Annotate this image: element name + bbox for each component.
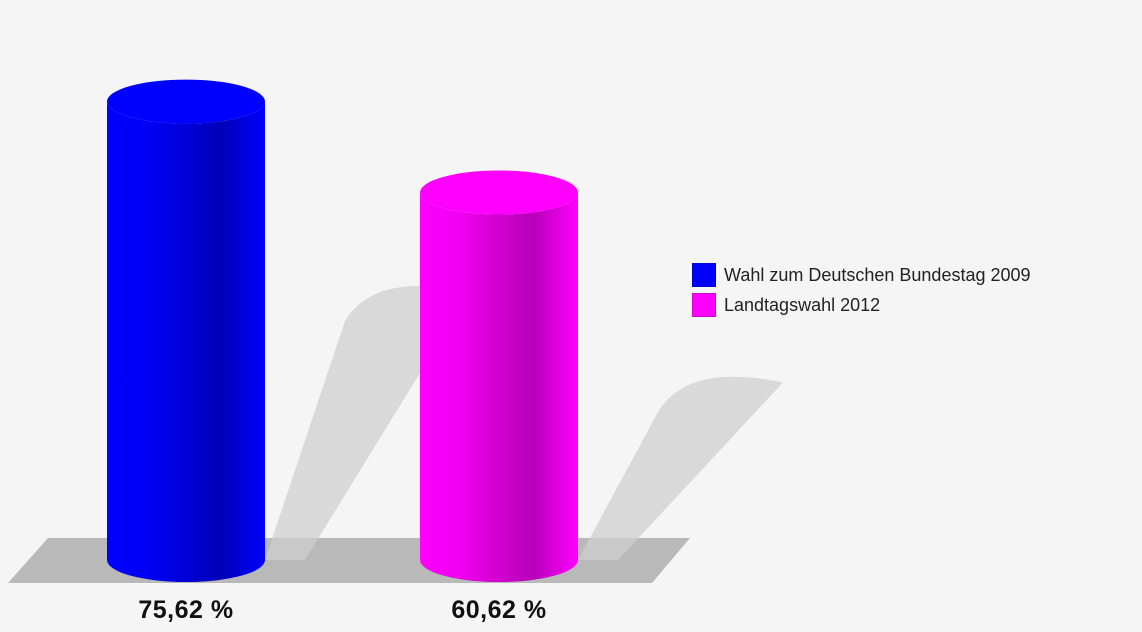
bar-shadow	[265, 285, 470, 560]
bar-cylinder-top	[107, 79, 265, 124]
bar-shadow	[578, 376, 783, 560]
bar-cylinder-body	[107, 101, 265, 582]
value-label-bar-2: 60,62 %	[451, 596, 547, 624]
legend-label: Wahl zum Deutschen Bundestag 2009	[724, 264, 1031, 285]
bar-shadows	[265, 285, 783, 560]
legend: Wahl zum Deutschen Bundestag 2009 Landta…	[692, 262, 1031, 322]
legend-item-series-1: Wahl zum Deutschen Bundestag 2009	[692, 262, 1031, 288]
legend-swatch-magenta	[692, 293, 716, 317]
bar-cylinder-body	[420, 192, 578, 582]
legend-label: Landtagswahl 2012	[724, 294, 881, 315]
legend-swatch-blue	[692, 263, 716, 287]
legend-item-series-2: Landtagswahl 2012	[692, 292, 1031, 318]
bar-cylinder-top	[420, 170, 578, 215]
bars	[107, 79, 578, 582]
value-label-bar-1: 75,62 %	[138, 596, 234, 624]
